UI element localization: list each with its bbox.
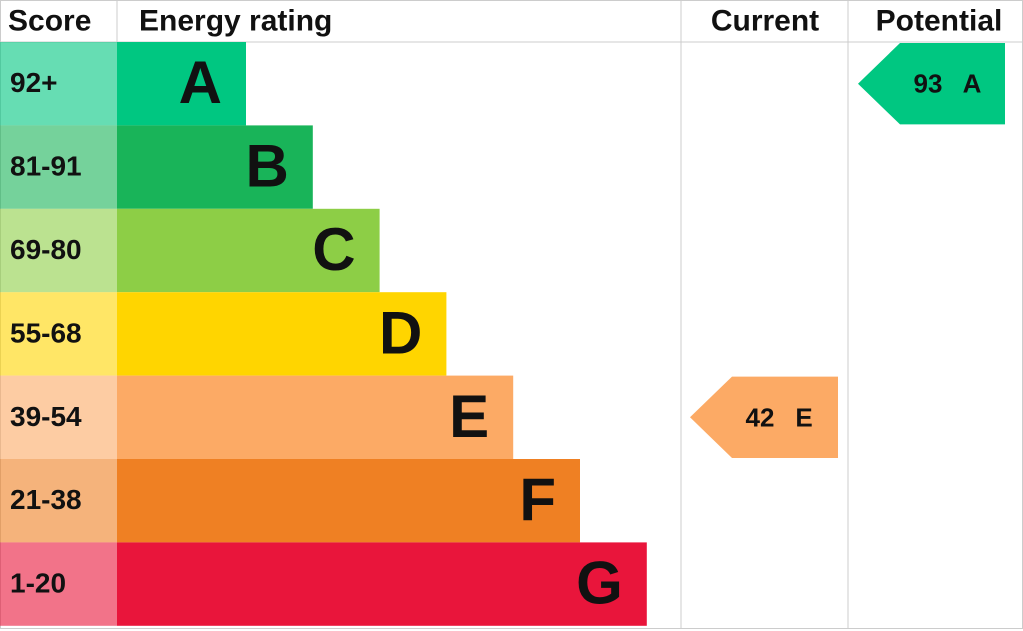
- score-cell: [0, 375, 117, 459]
- rating-bar: [117, 375, 514, 459]
- header-potential: Potential: [876, 5, 1003, 38]
- header-rating: Energy rating: [139, 5, 332, 38]
- rating-bar: [117, 125, 313, 209]
- rating-letter: A: [179, 49, 222, 116]
- rating-letter: F: [519, 466, 556, 533]
- rating-letter: E: [449, 383, 489, 450]
- potential-arrow: [858, 43, 1005, 125]
- rating-bar: [117, 42, 246, 126]
- score-cell: [0, 208, 117, 293]
- header-current: Current: [711, 5, 819, 38]
- potential-letter: A: [963, 69, 982, 99]
- rating-bar: [117, 459, 580, 543]
- score-label: 92+: [10, 67, 58, 98]
- score-label: 55-68: [10, 317, 82, 348]
- current-arrow: [690, 376, 838, 458]
- rating-bar: [117, 542, 647, 626]
- score-label: 21-38: [10, 484, 82, 515]
- rating-letter: G: [576, 550, 623, 617]
- rating-letter: D: [379, 299, 422, 366]
- current-value: 42: [746, 402, 775, 432]
- score-cell: [0, 292, 117, 376]
- rating-letter: C: [312, 216, 355, 283]
- current-letter: E: [795, 402, 812, 432]
- score-label: 81-91: [10, 151, 82, 182]
- score-cell: [0, 42, 117, 126]
- rating-bar: [117, 208, 380, 293]
- score-label: 69-80: [10, 234, 82, 265]
- score-label: 39-54: [10, 401, 82, 432]
- rating-bar: [117, 292, 447, 376]
- potential-value: 93: [914, 69, 943, 99]
- score-cell: [0, 125, 117, 209]
- rating-letter: B: [245, 133, 288, 200]
- score-cell: [0, 459, 117, 543]
- score-cell: [0, 542, 117, 626]
- score-label: 1-20: [10, 568, 66, 599]
- header-score: Score: [8, 5, 91, 38]
